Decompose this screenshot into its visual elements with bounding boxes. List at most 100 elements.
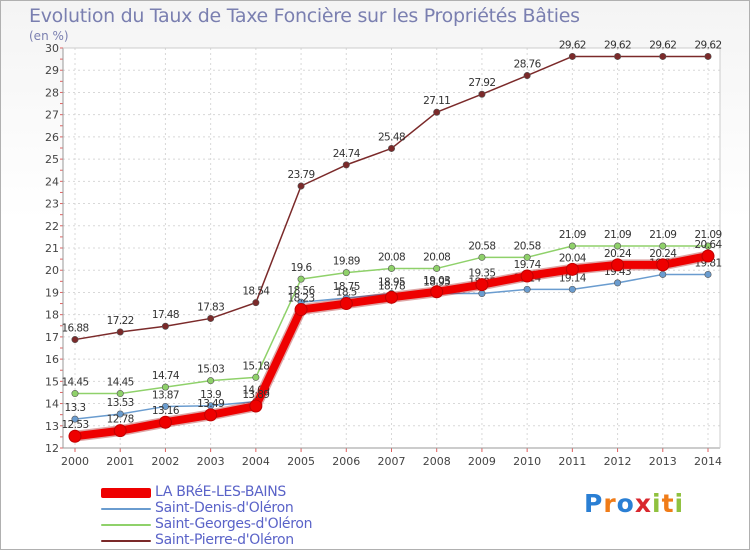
logo-letter: P [584,489,604,518]
y-tick-label: 27 [45,109,59,122]
data-label: 18.78 [378,280,405,292]
data-label: 21.09 [649,229,676,241]
data-point [659,52,667,60]
data-point [252,373,260,381]
x-tick-label: 2011 [558,455,586,468]
data-point [430,285,444,299]
data-label: 21.09 [694,229,721,241]
y-axis-unit: (en %) [29,29,69,43]
data-label: 19.03 [423,275,450,287]
x-tick-label: 2006 [332,455,360,468]
data-label: 20.04 [559,252,587,264]
data-point [161,402,169,410]
data-point [71,390,79,398]
legend-swatch [101,488,151,498]
data-label: 13.89 [242,389,269,401]
x-tick-label: 2007 [378,455,406,468]
data-label: 14.45 [107,377,134,389]
logo-letter: r [603,489,617,518]
legend-label: Saint-Denis-d'Oléron [155,500,294,516]
x-tick-label: 2000 [61,455,89,468]
data-label: 24.74 [333,148,361,160]
y-tick-label: 23 [45,198,59,211]
y-tick-label: 30 [45,42,59,55]
y-tick-label: 28 [45,86,59,99]
data-point [568,242,576,250]
y-tick-label: 16 [45,353,59,366]
data-label: 16.88 [61,323,88,335]
data-label: 19.74 [514,259,542,271]
x-tick-label: 2010 [513,455,541,468]
legend-swatch [101,540,151,542]
data-label: 20.08 [378,251,405,263]
data-label: 13.49 [197,398,224,410]
y-tick-label: 13 [45,420,59,433]
data-label: 29.62 [649,39,676,51]
data-point [433,264,441,272]
data-point [387,144,395,152]
data-label: 21.09 [604,229,631,241]
x-tick-label: 2009 [468,455,496,468]
data-point [523,253,531,261]
data-point [207,314,215,322]
data-label: 19.35 [468,268,495,280]
data-label: 18.54 [242,286,270,298]
data-point [342,269,350,277]
data-label: 19.14 [559,272,587,284]
data-point [116,390,124,398]
legend-swatch [101,508,151,510]
logo-letter: o [616,489,635,518]
y-tick-label: 21 [45,242,59,255]
y-tick-label: 29 [45,64,59,77]
x-tick-label: 2008 [423,455,451,468]
x-tick-label: 2004 [242,455,270,468]
data-point [659,242,667,250]
data-label: 21.09 [559,229,586,241]
data-label: 20.24 [649,248,677,260]
data-point [433,108,441,116]
data-label: 20.64 [694,239,722,251]
data-point [207,377,215,385]
data-label: 13.3 [65,402,86,414]
data-label: 20.08 [423,251,450,263]
data-point [385,290,398,304]
legend-label: Saint-Georges-d'Oléron [155,516,313,532]
data-point [568,285,576,293]
data-label: 18.5 [336,287,357,299]
data-label: 18.95 [378,277,405,289]
logo-letter: t [661,489,675,518]
data-point [704,52,712,60]
data-point [342,161,350,169]
data-point [478,290,486,298]
y-tick-label: 20 [45,264,59,277]
data-label: 15.03 [197,364,224,376]
data-point [701,249,715,263]
data-point [116,410,124,418]
data-point [523,285,531,293]
data-label: 17.83 [197,301,224,313]
y-tick-label: 19 [45,286,59,299]
data-point [113,424,127,438]
data-point [339,297,353,311]
data-point [252,299,260,307]
data-point [568,52,576,60]
y-tick-label: 15 [45,375,59,388]
data-point [71,336,79,344]
y-tick-label: 14 [45,398,59,411]
data-point [297,275,305,283]
data-label: 12.78 [107,414,134,426]
data-point [478,253,486,261]
data-point [68,429,82,443]
logo-letter: i [674,489,685,518]
data-point [614,52,622,60]
data-point [294,303,308,317]
data-label: 18.56 [288,285,316,297]
data-label: 29.62 [604,39,631,51]
legend-swatch [101,524,151,526]
data-point [565,262,579,276]
x-tick-label: 2003 [197,455,225,468]
data-point [71,415,79,423]
data-point [520,269,534,283]
